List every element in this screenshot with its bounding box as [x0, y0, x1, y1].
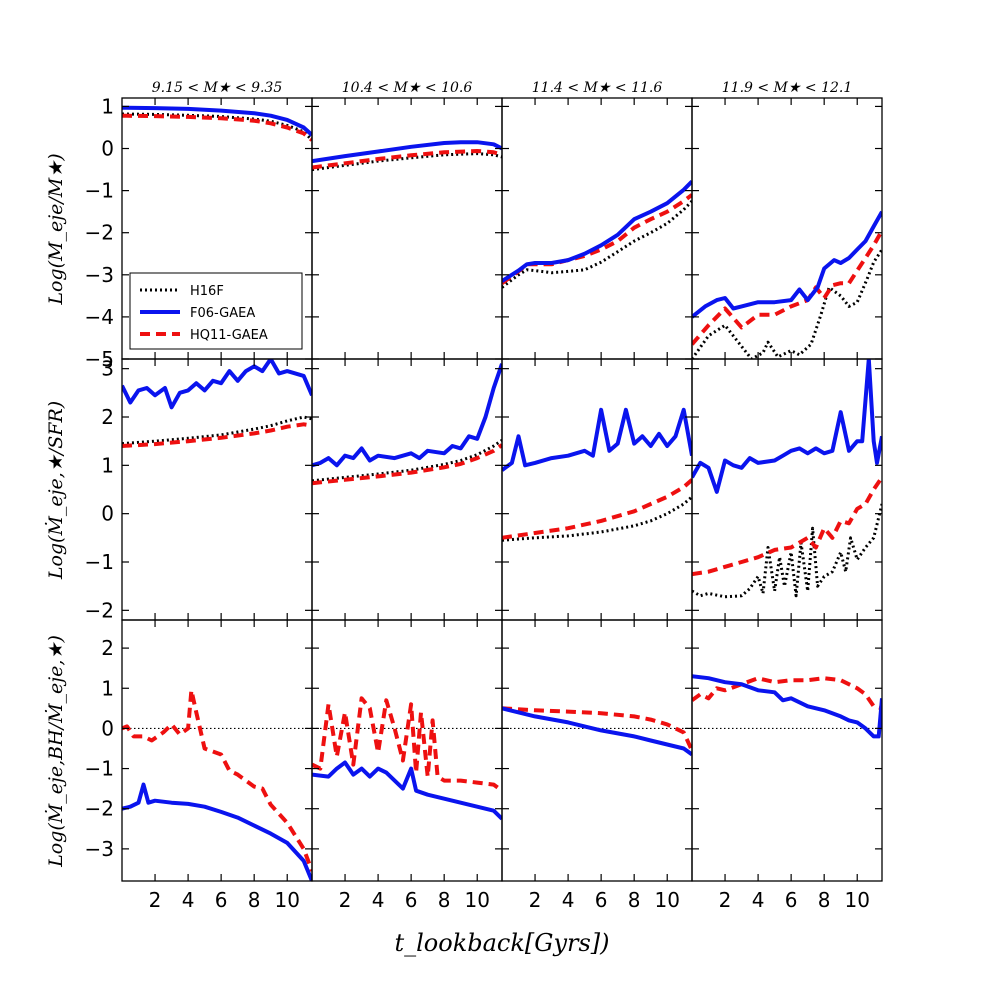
series-hq11-gaea: [312, 443, 502, 486]
series-f06-gaea: [312, 140, 502, 164]
series-f06-gaea: [122, 105, 312, 137]
series-hq11-gaea: [502, 478, 692, 540]
series-f06-gaea: [122, 359, 312, 410]
series-hq11-gaea: [312, 149, 502, 170]
column-title-2: 10.4 < M★ < 10.6: [342, 80, 473, 96]
y-tick-label: 0: [101, 716, 114, 740]
panel-r2-c1: −2 −1 0 1 2 3: [85, 357, 313, 622]
row-2-ylabel: Log(Ṁ_eje,★/SFR): [44, 401, 67, 580]
panel-r3-c3: 2 4 6 8 10: [501, 619, 693, 912]
panel-series: [692, 210, 882, 359]
row-1-ylabel: Log(M_eje/M★): [45, 153, 67, 305]
panel-series: [502, 407, 692, 542]
y-tick-label: 0: [101, 137, 114, 161]
panel-r2-c3: [501, 358, 693, 621]
legend-label-hq11-gaea: HQ11-GAEA: [190, 328, 268, 343]
panel-series: [122, 359, 312, 448]
series-f06-gaea: [312, 760, 502, 821]
y-tick-label: −1: [85, 550, 114, 574]
series-hq11-gaea: [122, 688, 312, 872]
x-tick-label: 6: [595, 888, 608, 912]
y-tick-label: −3: [85, 837, 114, 861]
series-f06-gaea: [122, 782, 312, 881]
legend-label-h16f: H16F: [190, 284, 224, 299]
x-tick-label: 2: [719, 888, 732, 912]
row-3-ylabel: Log(Ṁ_eje,BH/Ṁ_eje,★): [44, 635, 67, 868]
panel-series: [312, 363, 502, 486]
panel-series: [312, 696, 502, 821]
series-hq11-gaea: [692, 676, 882, 711]
panel-series: [122, 688, 312, 881]
x-tick-label: 10: [844, 888, 869, 912]
x-tick-label: 6: [405, 888, 418, 912]
y-tick-label: 1: [101, 453, 114, 477]
x-tick-label: 8: [628, 888, 641, 912]
series-h16f: [692, 503, 882, 599]
x-tick-label: 8: [438, 888, 451, 912]
panel-series: [502, 179, 692, 289]
series-f06-gaea: [502, 407, 692, 472]
series-hq11-gaea: [692, 476, 882, 577]
x-tick-label: 8: [248, 888, 261, 912]
x-tick-label: 6: [785, 888, 798, 912]
x-tick-label: 2: [529, 888, 542, 912]
x-tick-label: 4: [182, 888, 195, 912]
panel-r1-c1: −5 −4 −3 −2 −1 0 1: [85, 94, 313, 371]
legend: H16F F06-GAEA HQ11-GAEA: [129, 272, 303, 350]
panel-series: [122, 105, 312, 142]
y-tick-label: −2: [85, 598, 114, 622]
series-hq11-gaea: [122, 113, 312, 142]
x-tick-label: 2: [149, 888, 162, 912]
panel-series: [312, 140, 502, 172]
series-h16f: [312, 438, 502, 483]
y-tick-label: −1: [85, 757, 114, 781]
series-f06-gaea: [502, 706, 692, 757]
series-hq11-gaea: [122, 422, 312, 448]
panel-series: [692, 674, 882, 739]
y-tick-label: 1: [101, 94, 114, 118]
y-tick-label: 2: [101, 636, 114, 660]
series-f06-gaea: [692, 674, 882, 739]
series-hq11-gaea: [312, 696, 502, 793]
series-h16f: [312, 152, 502, 172]
column-title-3: 11.4 < M★ < 11.6: [532, 80, 663, 96]
series-f06-gaea: [502, 179, 692, 283]
panel-series: [502, 706, 692, 757]
panel-r3-c4: 2 4 6 8 10: [691, 619, 883, 912]
x-axis-label: t_lookback[Gyrs]): [394, 929, 609, 957]
legend-label-f06-gaea: F06-GAEA: [190, 306, 255, 321]
series-hq11-gaea: [502, 706, 692, 752]
panel-frame: [691, 619, 883, 882]
x-tick-label: 4: [752, 888, 765, 912]
y-tick-label: −5: [85, 347, 114, 371]
column-title-1: 9.15 < M★ < 9.35: [152, 80, 283, 96]
x-tick-label: 4: [372, 888, 385, 912]
y-tick-label: −2: [85, 221, 114, 245]
series-f06-gaea: [692, 210, 882, 319]
x-tick-label: 8: [818, 888, 831, 912]
x-tick-label: 2: [339, 888, 352, 912]
column-title-4: 11.9 < M★ < 12.1: [722, 80, 853, 96]
series-h16f: [502, 200, 692, 289]
y-tick-label: −3: [85, 263, 114, 287]
y-tick-label: 2: [101, 405, 114, 429]
x-tick-label: 4: [562, 888, 575, 912]
series-f06-gaea: [312, 363, 502, 468]
x-tick-label: 10: [654, 888, 679, 912]
y-tick-label: 3: [101, 357, 114, 381]
y-tick-label: −2: [85, 797, 114, 821]
y-tick-label: 1: [101, 676, 114, 700]
x-tick-label: 10: [274, 888, 299, 912]
y-tick-label: −4: [85, 305, 114, 329]
y-tick-label: 0: [101, 502, 114, 526]
series-f06-gaea: [692, 359, 882, 494]
x-tick-label: 10: [464, 888, 489, 912]
series-h16f: [502, 495, 692, 542]
x-tick-label: 6: [215, 888, 228, 912]
y-tick-label: −1: [85, 179, 114, 203]
panel-series: [692, 359, 882, 599]
